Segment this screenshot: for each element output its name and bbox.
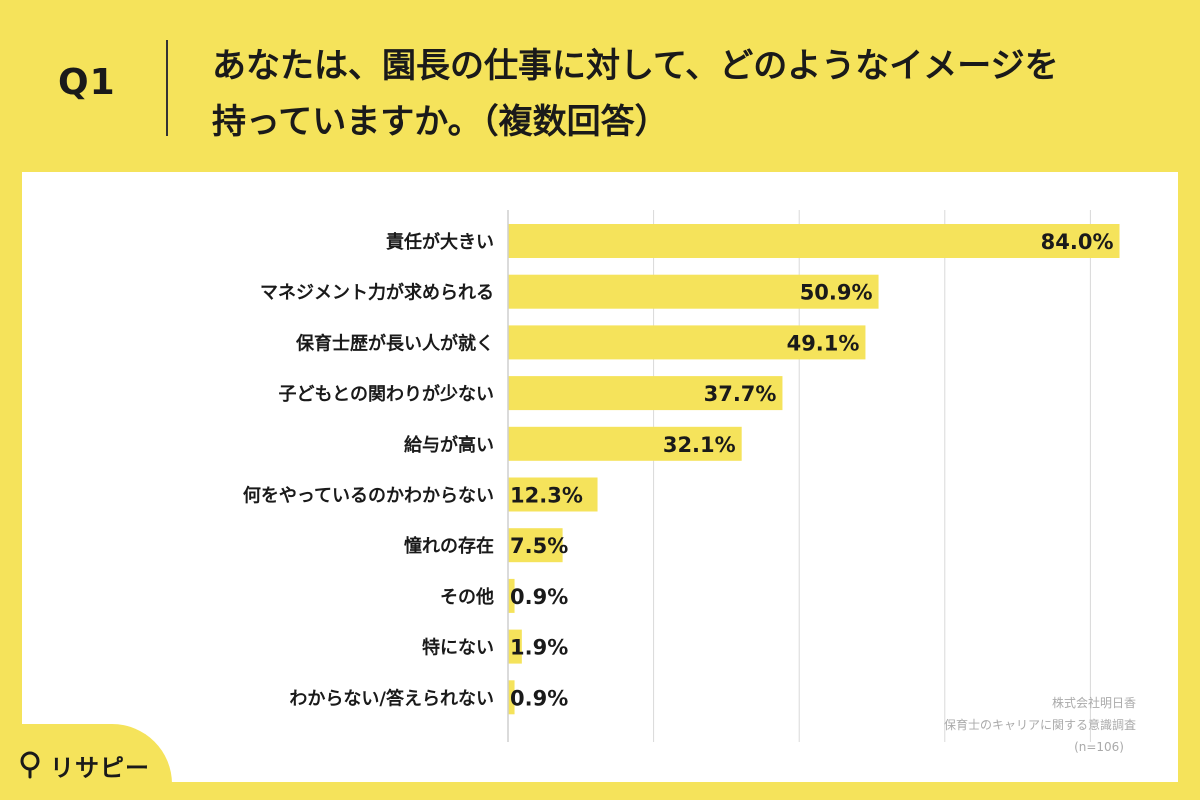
pin-icon xyxy=(20,751,40,779)
credit-sample-size: (n=106) xyxy=(1074,740,1124,754)
value-label-8: 0.9% xyxy=(510,585,568,609)
category-label-1: 責任が大きい xyxy=(386,231,494,253)
value-label-10: 0.9% xyxy=(510,686,568,710)
category-label-3: 保育士歴が長い人が就く xyxy=(295,332,494,354)
value-label-4: 37.7% xyxy=(704,382,777,406)
value-label-2: 50.9% xyxy=(800,281,873,305)
question-number: Q1 xyxy=(58,62,116,103)
bar-8 xyxy=(508,578,515,613)
bar-10 xyxy=(508,680,515,715)
question-header: Q1 あなたは、園長の仕事に対して、どのようなイメージを 持っていますか。（複数… xyxy=(0,0,1200,170)
category-label-4: 子どもとの関わりが少ない xyxy=(279,383,494,405)
category-label-8: その他 xyxy=(440,586,494,608)
category-label-6: 何をやっているのかわからない xyxy=(243,485,494,507)
bar-3 xyxy=(508,325,866,360)
survey-credits: 株式会社明日香 保育士のキャリアに関する意識調査 (n=106) xyxy=(944,692,1136,758)
category-label-5: 給与が高い xyxy=(404,434,494,456)
brand-logo-text: リサピー xyxy=(50,754,150,782)
category-label-7: 憧れの存在 xyxy=(404,535,494,557)
category-label-9: 特にない xyxy=(422,637,494,659)
credit-company: 株式会社明日香 xyxy=(1051,696,1136,710)
header-divider xyxy=(166,40,168,136)
question-title-line1: あなたは、園長の仕事に対して、どのようなイメージを xyxy=(212,46,1059,86)
bar-6 xyxy=(508,477,598,512)
value-label-3: 49.1% xyxy=(787,331,860,355)
value-label-1: 84.0% xyxy=(1041,230,1114,254)
bar-2 xyxy=(508,274,879,309)
value-label-5: 32.1% xyxy=(663,433,736,457)
value-label-7: 7.5% xyxy=(510,534,568,558)
bar-4 xyxy=(508,376,783,411)
category-label-10: わからない/答えられない xyxy=(289,687,494,709)
credit-survey: 保育士のキャリアに関する意識調査 xyxy=(943,718,1136,732)
value-label-9: 1.9% xyxy=(510,636,568,660)
bar-7 xyxy=(508,528,563,563)
bar-1 xyxy=(508,224,1120,258)
category-label-2: マネジメント力が求められる xyxy=(260,282,494,304)
bar-9 xyxy=(508,629,522,664)
question-title: あなたは、園長の仕事に対して、どのようなイメージを 持っていますか。（複数回答） xyxy=(212,38,1142,150)
question-title-line2: 持っていますか。（複数回答） xyxy=(212,102,669,142)
bar-chart: 責任が大きい 84.0% マネジメント力が求められる 50.9% 保育士歴が長い人が就く… xyxy=(243,210,1120,742)
value-label-6: 12.3% xyxy=(510,484,583,508)
chart-card: 責任が大きい 84.0% マネジメント力が求められる 50.9% 保育士歴が長い人が就く… xyxy=(22,172,1178,782)
brand-logo-badge: リサピー xyxy=(0,724,172,800)
bar-5 xyxy=(508,426,742,461)
